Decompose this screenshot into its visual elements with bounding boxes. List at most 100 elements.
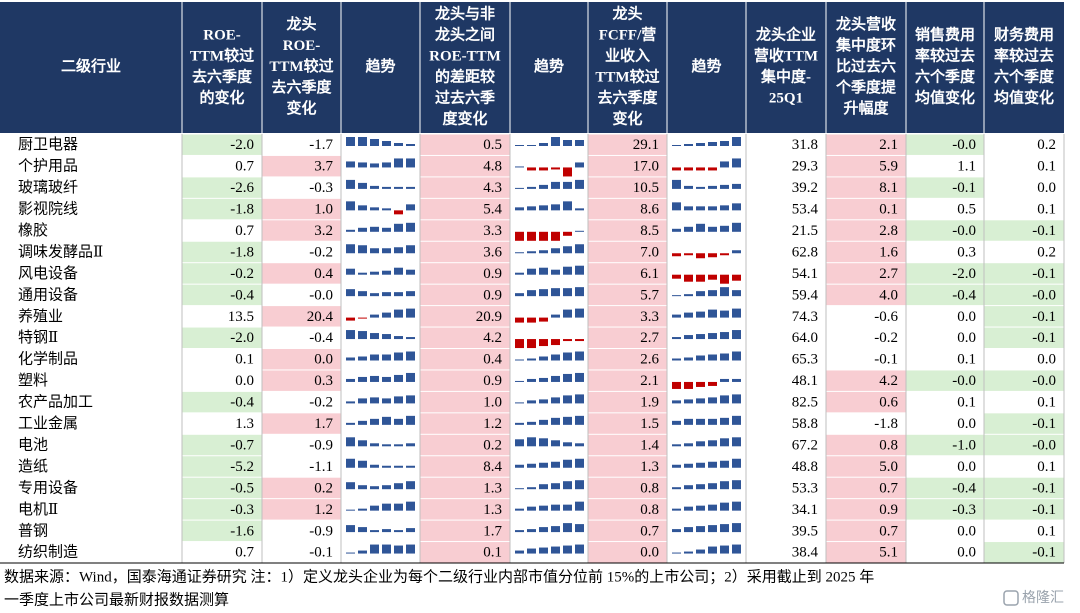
- trend-bar: [394, 336, 403, 340]
- trend-bar: [346, 244, 355, 254]
- trend-bar: [672, 179, 681, 189]
- trend-bar: [563, 167, 572, 177]
- trend-bar: [575, 443, 584, 447]
- header-text: 升幅度: [843, 99, 889, 117]
- header-text: TTM较过: [595, 67, 659, 85]
- cell-highlight: [984, 499, 1064, 520]
- cell-highlight: [826, 241, 906, 263]
- cell-value: 38.4: [792, 545, 819, 561]
- cell-value: -0.3: [309, 180, 333, 196]
- trend-bar: [708, 206, 717, 211]
- trend-bar: [370, 314, 379, 318]
- trend-bar: [696, 505, 705, 511]
- header-text: 率较过去: [994, 46, 1054, 64]
- trend-bar: [358, 272, 367, 275]
- trend-bar: [394, 309, 403, 318]
- trend-bar: [515, 439, 524, 447]
- trend-bar: [394, 545, 403, 554]
- trend-bar: [370, 207, 379, 211]
- cell-value: 1.1: [957, 159, 976, 175]
- cell-value: 4.2: [879, 373, 898, 389]
- trend-bar: [563, 288, 572, 297]
- cell-highlight: [182, 284, 262, 306]
- cell-value: -1.8: [230, 202, 254, 218]
- trend-bar: [696, 355, 705, 361]
- trend-bar: [575, 162, 584, 168]
- watermark-icon: [1003, 590, 1019, 606]
- cell-value: 0.1: [1037, 523, 1056, 539]
- cell-highlight: [826, 370, 906, 391]
- industry-name: 橡胶: [18, 222, 48, 239]
- cell-highlight: [984, 306, 1064, 327]
- trend-bar: [406, 443, 415, 447]
- trend-bar: [539, 462, 548, 468]
- trend-bar: [720, 395, 729, 404]
- cell-highlight: [588, 263, 667, 284]
- cell-highlight: [262, 370, 341, 391]
- cell-highlight: [420, 134, 510, 155]
- trend-bar: [527, 529, 536, 533]
- trend-bar: [382, 544, 391, 554]
- cell-value: 20.4: [307, 309, 334, 325]
- cell-value: 0.9: [483, 266, 502, 282]
- cell-value: -0.0: [1032, 437, 1056, 453]
- trend-bar: [358, 485, 367, 490]
- cell-highlight: [182, 198, 262, 220]
- trend-bar: [370, 139, 379, 146]
- trend-bar: [720, 481, 729, 490]
- trend-bar: [539, 419, 548, 425]
- trend-bar: [527, 167, 536, 171]
- cell-value: 10.5: [633, 180, 659, 196]
- cell-value: 67.2: [792, 437, 818, 453]
- trend-bar: [575, 339, 584, 342]
- cell-value: -0.1: [1032, 266, 1056, 282]
- trend-bar: [720, 502, 729, 511]
- trend-bar: [708, 167, 717, 171]
- trend-bar: [539, 527, 548, 533]
- trend-bar: [672, 420, 681, 425]
- trend-bar: [394, 418, 403, 425]
- trend-bar: [346, 482, 355, 490]
- cell-value: -0.2: [230, 266, 254, 282]
- cell-value: -0.2: [874, 330, 898, 346]
- cell-value: 5.4: [483, 202, 502, 218]
- cell-value: -2.6: [230, 180, 254, 196]
- trend-bar: [370, 248, 379, 254]
- cell-value: -0.0: [952, 137, 976, 153]
- trend-bar: [708, 226, 717, 232]
- industry-name: 纺织制造: [18, 544, 78, 561]
- trend-bar: [672, 274, 681, 279]
- trend-bar: [732, 415, 741, 425]
- cell-highlight: [984, 370, 1064, 391]
- trend-bar: [515, 488, 524, 490]
- industry-name: 调味发酵品Ⅱ: [18, 243, 103, 260]
- trend-bar: [563, 246, 572, 254]
- cell-highlight: [588, 434, 667, 456]
- trend-bar: [696, 398, 705, 404]
- industry-name: 造纸: [18, 458, 48, 475]
- trend-bar: [346, 437, 355, 447]
- trend-bar: [575, 287, 584, 297]
- trend-bar: [684, 443, 693, 447]
- cell-highlight: [906, 284, 984, 306]
- trend-bar: [720, 310, 729, 318]
- trend-bar: [382, 227, 391, 232]
- trend-bar: [720, 332, 729, 340]
- trend-bar: [672, 552, 681, 554]
- cell-value: 0.6: [879, 395, 898, 411]
- cell-value: -0.0: [1032, 373, 1056, 389]
- header-text: ROE-TTM: [429, 48, 501, 64]
- cell-value: 0.1: [1037, 159, 1056, 175]
- trend-bar: [732, 158, 741, 168]
- trend-bar: [563, 442, 572, 447]
- trend-bar: [346, 268, 355, 275]
- trend-bar: [394, 396, 403, 404]
- trend-bar: [672, 314, 681, 318]
- cell-value: 0.2: [1037, 137, 1056, 153]
- trend-bar: [382, 141, 391, 146]
- cell-value: 74.3: [792, 309, 818, 325]
- cell-value: 0.0: [957, 416, 976, 432]
- trend-bar: [358, 356, 367, 361]
- cell-value: -0.2: [309, 395, 333, 411]
- trend-bar: [394, 143, 403, 146]
